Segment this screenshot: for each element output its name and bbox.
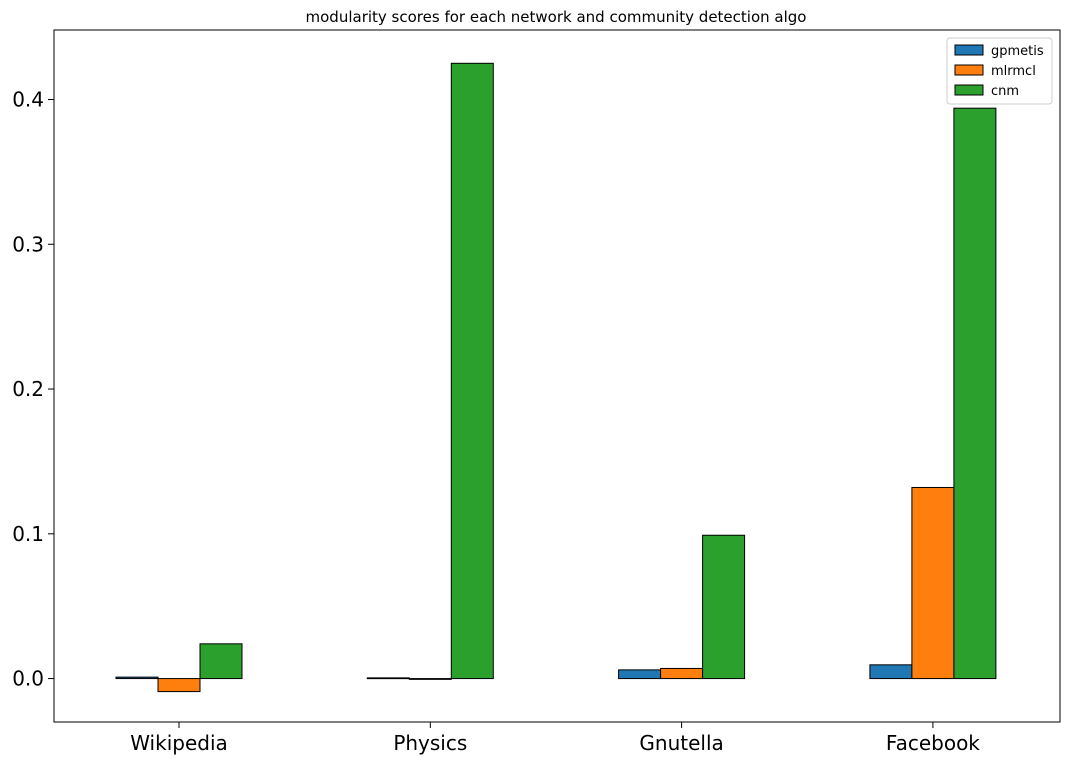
bar-cnm-gnutella (702, 534, 746, 680)
x-tick-label: Wikipedia (130, 731, 228, 755)
legend-swatch-mlrmcl (954, 64, 984, 76)
y-tick-label: 0.2 (12, 377, 44, 401)
plot-frame (53, 29, 1061, 723)
legend: gpmetis mlrmcl cnm (946, 37, 1053, 105)
legend-label-mlrmcl: mlrmcl (991, 64, 1036, 79)
x-tick-label: Gnutella (639, 731, 723, 755)
x-tick-label: Facebook (886, 731, 980, 755)
bar-mlrmcl-wikipedia (157, 678, 201, 693)
bar-gpmetis-gnutella (618, 669, 662, 680)
legend-label-gpmetis: gpmetis (991, 44, 1044, 59)
y-axis-ticks: 0.0 0.1 0.2 0.3 0.4 (12, 87, 54, 691)
bar-mlrmcl-facebook (911, 486, 955, 680)
bar-gpmetis-facebook (869, 664, 913, 680)
bars-group (115, 62, 997, 693)
y-tick-label: 0.3 (12, 232, 44, 256)
bar-gpmetis-wikipedia (115, 676, 159, 680)
chart-title: modularity scores for each network and c… (306, 8, 807, 26)
bar-cnm-facebook (953, 107, 997, 680)
bar-mlrmcl-gnutella (660, 667, 704, 680)
bar-gpmetis-physics (366, 677, 410, 680)
bar-cnm-wikipedia (199, 643, 243, 680)
legend-swatch-cnm (954, 84, 984, 96)
legend-swatch-gpmetis (954, 44, 984, 56)
bar-mlrmcl-physics (408, 678, 452, 680)
x-tick-label: Physics (393, 731, 467, 755)
y-tick-label: 0.4 (12, 87, 44, 111)
y-tick-label: 0.1 (12, 522, 44, 546)
y-tick-label: 0.0 (12, 667, 44, 691)
legend-label-cnm: cnm (991, 84, 1019, 99)
x-axis-ticks: Wikipedia Physics Gnutella Facebook (130, 722, 980, 755)
bar-cnm-physics (450, 62, 494, 680)
